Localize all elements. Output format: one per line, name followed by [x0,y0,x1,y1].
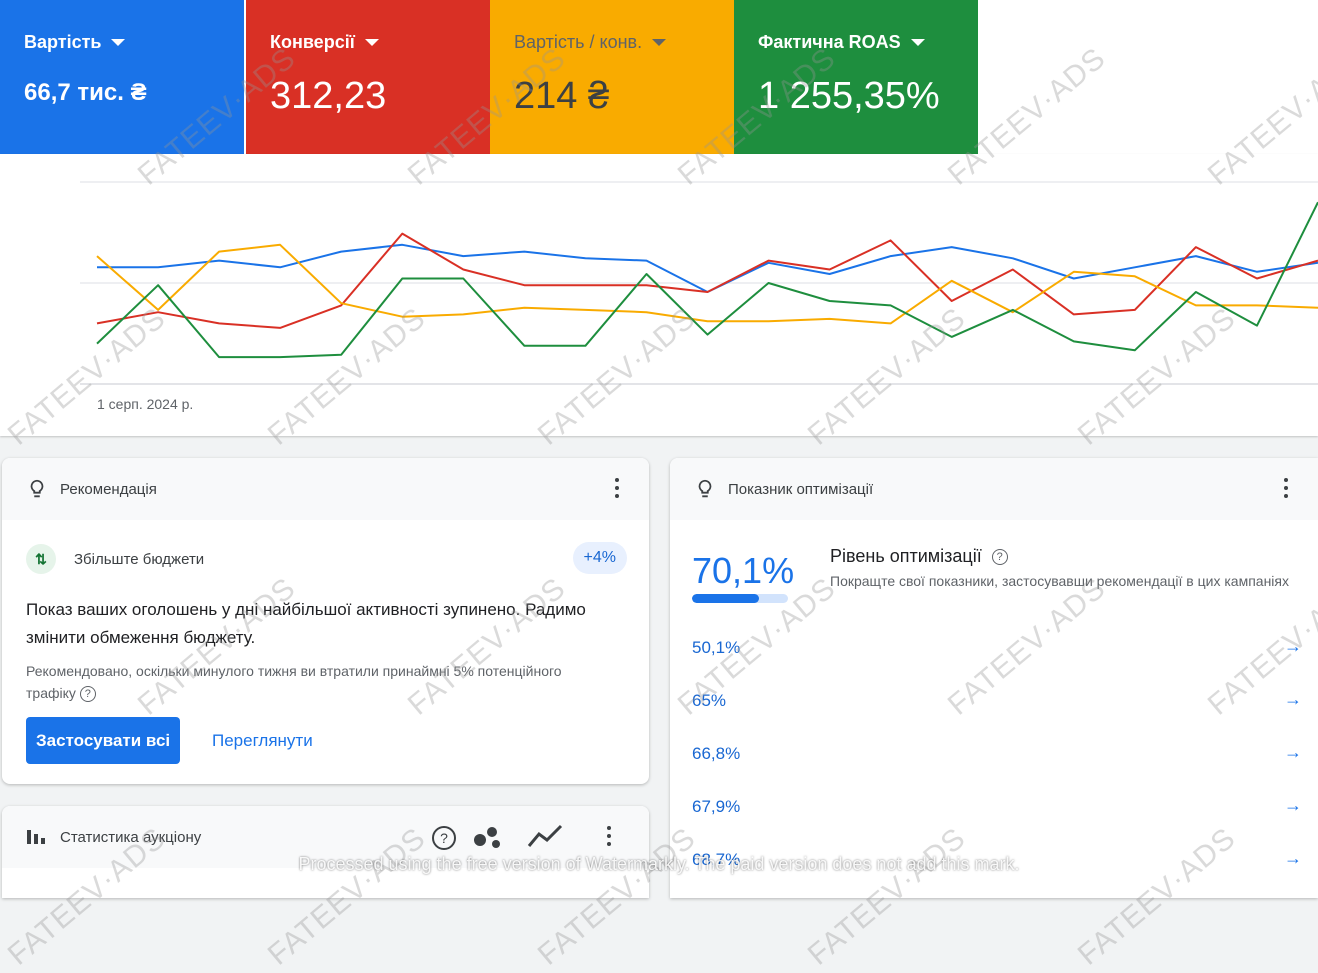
arrow-right-icon[interactable]: → [1284,848,1302,868]
chart-svg [80,181,1318,385]
metric-tile-conversions[interactable]: Конверсії 312,23 [246,0,490,154]
view-button[interactable]: Переглянути [212,731,313,750]
caret-down-icon [652,39,667,46]
scatter-chart-icon[interactable] [472,822,504,850]
campaign-score: 65% [692,691,727,710]
chart-series-line-0 [97,243,1318,293]
recommendation-card: Рекомендація ⇅ Збільште бюджети +4% Пока… [2,458,649,784]
metric-tile-roas[interactable]: Фактична ROAS 1 255,35% [734,0,978,154]
chart-x-start-label: 1 серп. 2024 р. [97,396,194,412]
budget-increase-icon: ⇅ [26,544,56,574]
recommendation-header: Рекомендація [2,458,649,520]
metric-value: 214 ₴ [514,75,610,117]
recommendation-note: Рекомендовано, оскільки минулого тижня в… [26,660,606,704]
bar-chart-icon [27,830,45,844]
optimization-desc: Покращте свої показники, застосувавши ре… [830,573,1289,589]
metric-tiles: Вартість 66,7 тис. ₴ Конверсії 312,23 Ва… [0,0,1318,154]
campaign-score: 66,8% [692,744,741,763]
caret-down-icon [910,39,925,46]
apply-all-button[interactable]: Застосувати всі [26,717,181,764]
campaign-score: 67,9% [692,797,741,816]
campaign-score-row[interactable]: 67,9% → [692,793,1302,823]
recommendation-type: ⇅ Збільште бюджети [26,544,204,574]
metric-label: Вартість / конв. [514,32,643,52]
arrow-right-icon[interactable]: → [1284,742,1302,762]
arrow-right-icon[interactable]: → [1284,795,1302,815]
metric-tile-cost[interactable]: Вартість 66,7 тис. ₴ [0,0,244,154]
caret-down-icon [111,39,126,46]
lightbulb-icon [30,479,44,498]
recommendation-text: Показ ваших оголошень у дні найбільшої а… [26,600,586,647]
chart-series-line-2 [96,243,1318,325]
campaign-score-row[interactable]: 65% → [692,687,1302,717]
metric-value: 66,7 тис. ₴ [24,79,147,106]
more-vert-icon[interactable] [1284,478,1288,498]
optimization-score: 70,1% [692,550,795,591]
optimization-level: Рівень оптимізації? [830,546,1008,567]
auction-card: Статистика аукціону ? [2,806,649,898]
optimization-level-title: Рівень оптимізації [830,546,982,566]
metric-tile-cost-per-conv[interactable]: Вартість / конв. 214 ₴ [490,0,734,154]
help-icon[interactable]: ? [79,686,96,703]
campaign-score-row[interactable]: 68,7% → [692,846,1302,876]
recommendation-note-text: Рекомендовано, оскільки минулого тижня в… [26,663,562,701]
chart-series-line-3 [96,201,1318,359]
optimization-progress-fill [692,594,760,603]
optimization-header: Показник оптимізації [670,458,1318,520]
recommendation-subtitle: Збільште бюджети [74,550,205,568]
metric-value: 312,23 [270,75,387,117]
more-vert-icon[interactable] [615,478,619,498]
line-chart-icon[interactable] [527,824,565,848]
optimization-card: Показник оптимізації 70,1% Рівень оптимі… [670,458,1318,898]
arrow-right-icon[interactable]: → [1284,689,1302,709]
auction-title: Статистика аукціону [60,828,202,846]
optimization-progress [692,594,788,603]
campaign-score-row[interactable]: 66,8% → [692,740,1302,770]
arrow-right-icon[interactable]: → [1284,636,1302,656]
more-vert-icon[interactable] [607,826,611,846]
performance-chart: 1 серп. 2024 р. [0,154,1318,436]
help-icon[interactable]: ? [432,826,456,850]
metric-value: 1 255,35% [758,75,940,117]
campaign-score: 50,1% [692,638,741,657]
recommendation-title: Рекомендація [60,480,157,498]
help-icon[interactable]: ? [991,549,1008,566]
optimization-title: Показник оптимізації [728,480,874,498]
campaign-score-row[interactable]: 50,1% → [692,634,1302,664]
watermark-note: Processed using the free version of Wate… [298,854,1020,874]
caret-down-icon [364,39,379,46]
campaign-score: 68,7% [692,850,741,869]
metric-label: Конверсії [270,32,355,52]
metric-label: Вартість [24,32,102,52]
uplift-badge: +4% [572,542,627,574]
lightbulb-icon [698,479,712,498]
metric-label: Фактична ROAS [758,32,901,52]
chart-series-line-1 [96,232,1318,329]
